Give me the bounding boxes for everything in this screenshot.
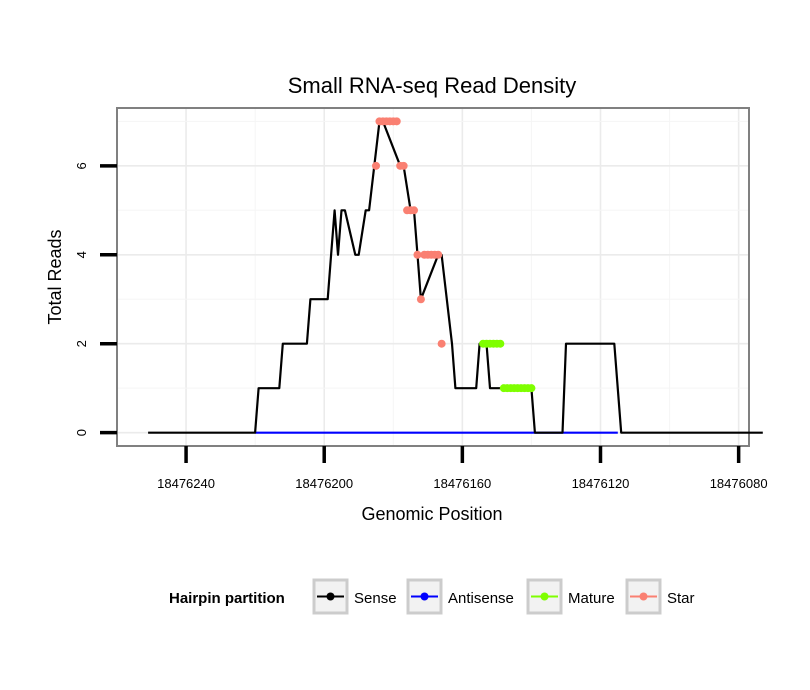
x-tick-label: 18476200 <box>295 476 353 491</box>
data-point-star <box>413 250 422 259</box>
y-axis-title: Total Reads <box>45 229 65 324</box>
data-point-mature <box>496 339 505 348</box>
x-tick-label: 18476160 <box>433 476 491 491</box>
y-axis: 0 2 4 6 <box>74 162 117 436</box>
x-tick-label: 18476080 <box>710 476 768 491</box>
legend-label: Mature <box>568 590 615 607</box>
panel-border <box>116 107 750 447</box>
data-point-star <box>434 250 443 259</box>
data-point-star <box>372 161 381 170</box>
x-axis-title: Genomic Position <box>361 504 502 524</box>
data-point-star <box>399 161 408 170</box>
legend-title: Hairpin partition <box>169 590 285 607</box>
x-tick-label: 18476120 <box>572 476 630 491</box>
y-tick-label: 6 <box>74 162 89 169</box>
legend-key-point <box>540 592 549 601</box>
legend-label: Antisense <box>448 590 514 607</box>
data-point-star <box>410 206 419 215</box>
legend-item-mature: Mature <box>526 578 615 615</box>
data-point-star <box>416 295 425 304</box>
legend: Hairpin partition Sense Antisense Mature St… <box>169 578 695 615</box>
x-axis: 18476240 18476200 18476160 18476120 18476080 <box>157 446 768 491</box>
legend-label: Sense <box>354 590 397 607</box>
data-point-mature <box>527 384 536 393</box>
data-series <box>148 117 763 434</box>
chart-title: Small RNA-seq Read Density <box>288 73 577 98</box>
data-point-star <box>392 117 401 126</box>
x-tick-label: 18476240 <box>157 476 215 491</box>
legend-item-antisense: Antisense <box>406 578 514 615</box>
y-tick-label: 0 <box>74 429 89 436</box>
y-tick-label: 2 <box>74 340 89 347</box>
data-point-star <box>437 339 446 348</box>
legend-item-sense: Sense <box>312 578 397 615</box>
legend-label: Star <box>667 590 695 607</box>
legend-key-point <box>326 592 335 601</box>
legend-item-star: Star <box>625 578 695 615</box>
y-tick-label: 4 <box>74 251 89 258</box>
legend-key-point <box>420 592 429 601</box>
plot-panel <box>116 107 763 447</box>
legend-key-point <box>639 592 648 601</box>
